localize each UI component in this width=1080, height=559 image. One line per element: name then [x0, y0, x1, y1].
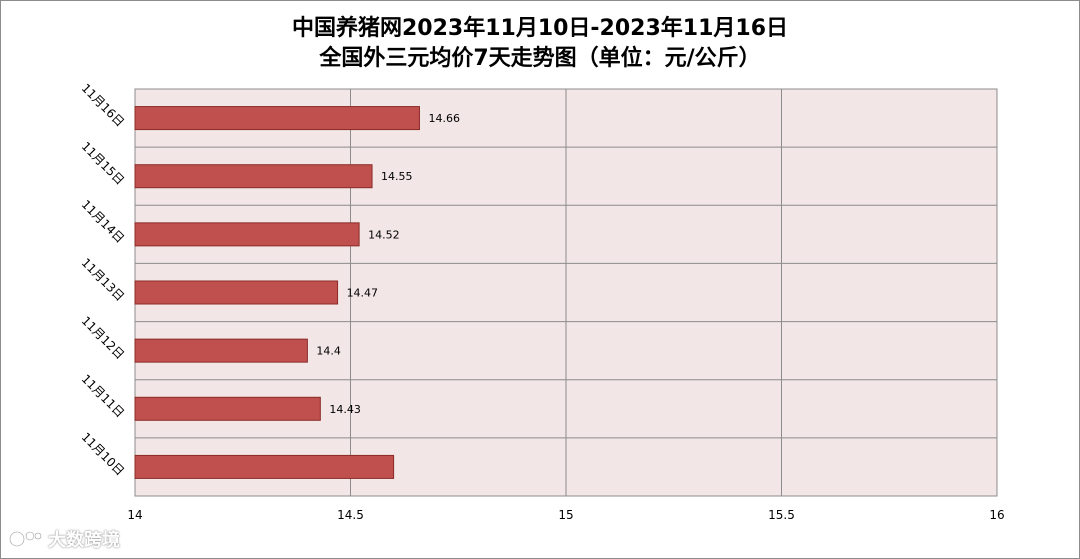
bar	[134, 222, 360, 247]
bar	[134, 106, 420, 131]
category-label: 11月16日	[79, 81, 127, 129]
category-label: 11月11日	[79, 372, 127, 420]
data-label: 14.66	[428, 112, 460, 125]
watermark-text: 大数跨境	[48, 530, 120, 551]
x-tick-label: 16	[989, 508, 1004, 522]
category-label: 11月13日	[79, 255, 127, 303]
category-label: 11月15日	[79, 139, 127, 187]
data-label: 14.55	[381, 170, 413, 183]
data-label: 14.4	[316, 345, 341, 358]
bar	[134, 164, 373, 189]
bar	[134, 454, 395, 479]
x-tick-label: 14	[127, 508, 142, 522]
chart-title: 中国养猪网2023年11月10日-2023年11月16日 全国外三元均价7天走势…	[0, 14, 1080, 74]
bar	[134, 338, 308, 363]
x-tick-label: 15	[558, 508, 573, 522]
title-line-2: 全国外三元均价7天走势图（单位：元/公斤）	[319, 46, 761, 71]
category-label: 11月14日	[79, 197, 127, 245]
data-label: 14.52	[368, 228, 400, 241]
data-label: 14.47	[347, 287, 379, 300]
category-label: 11月12日	[79, 314, 127, 362]
bar	[134, 396, 321, 421]
category-label: 11月10日	[79, 430, 127, 478]
bar	[134, 280, 339, 305]
title-line-1: 中国养猪网2023年11月10日-2023年11月16日	[291, 16, 789, 41]
x-tick-label: 15.5	[768, 508, 795, 522]
x-tick-label: 14.5	[337, 508, 364, 522]
watermark: 大数跨境	[8, 526, 120, 552]
data-label: 14.43	[329, 403, 361, 416]
brand-logo-icon	[8, 530, 42, 548]
